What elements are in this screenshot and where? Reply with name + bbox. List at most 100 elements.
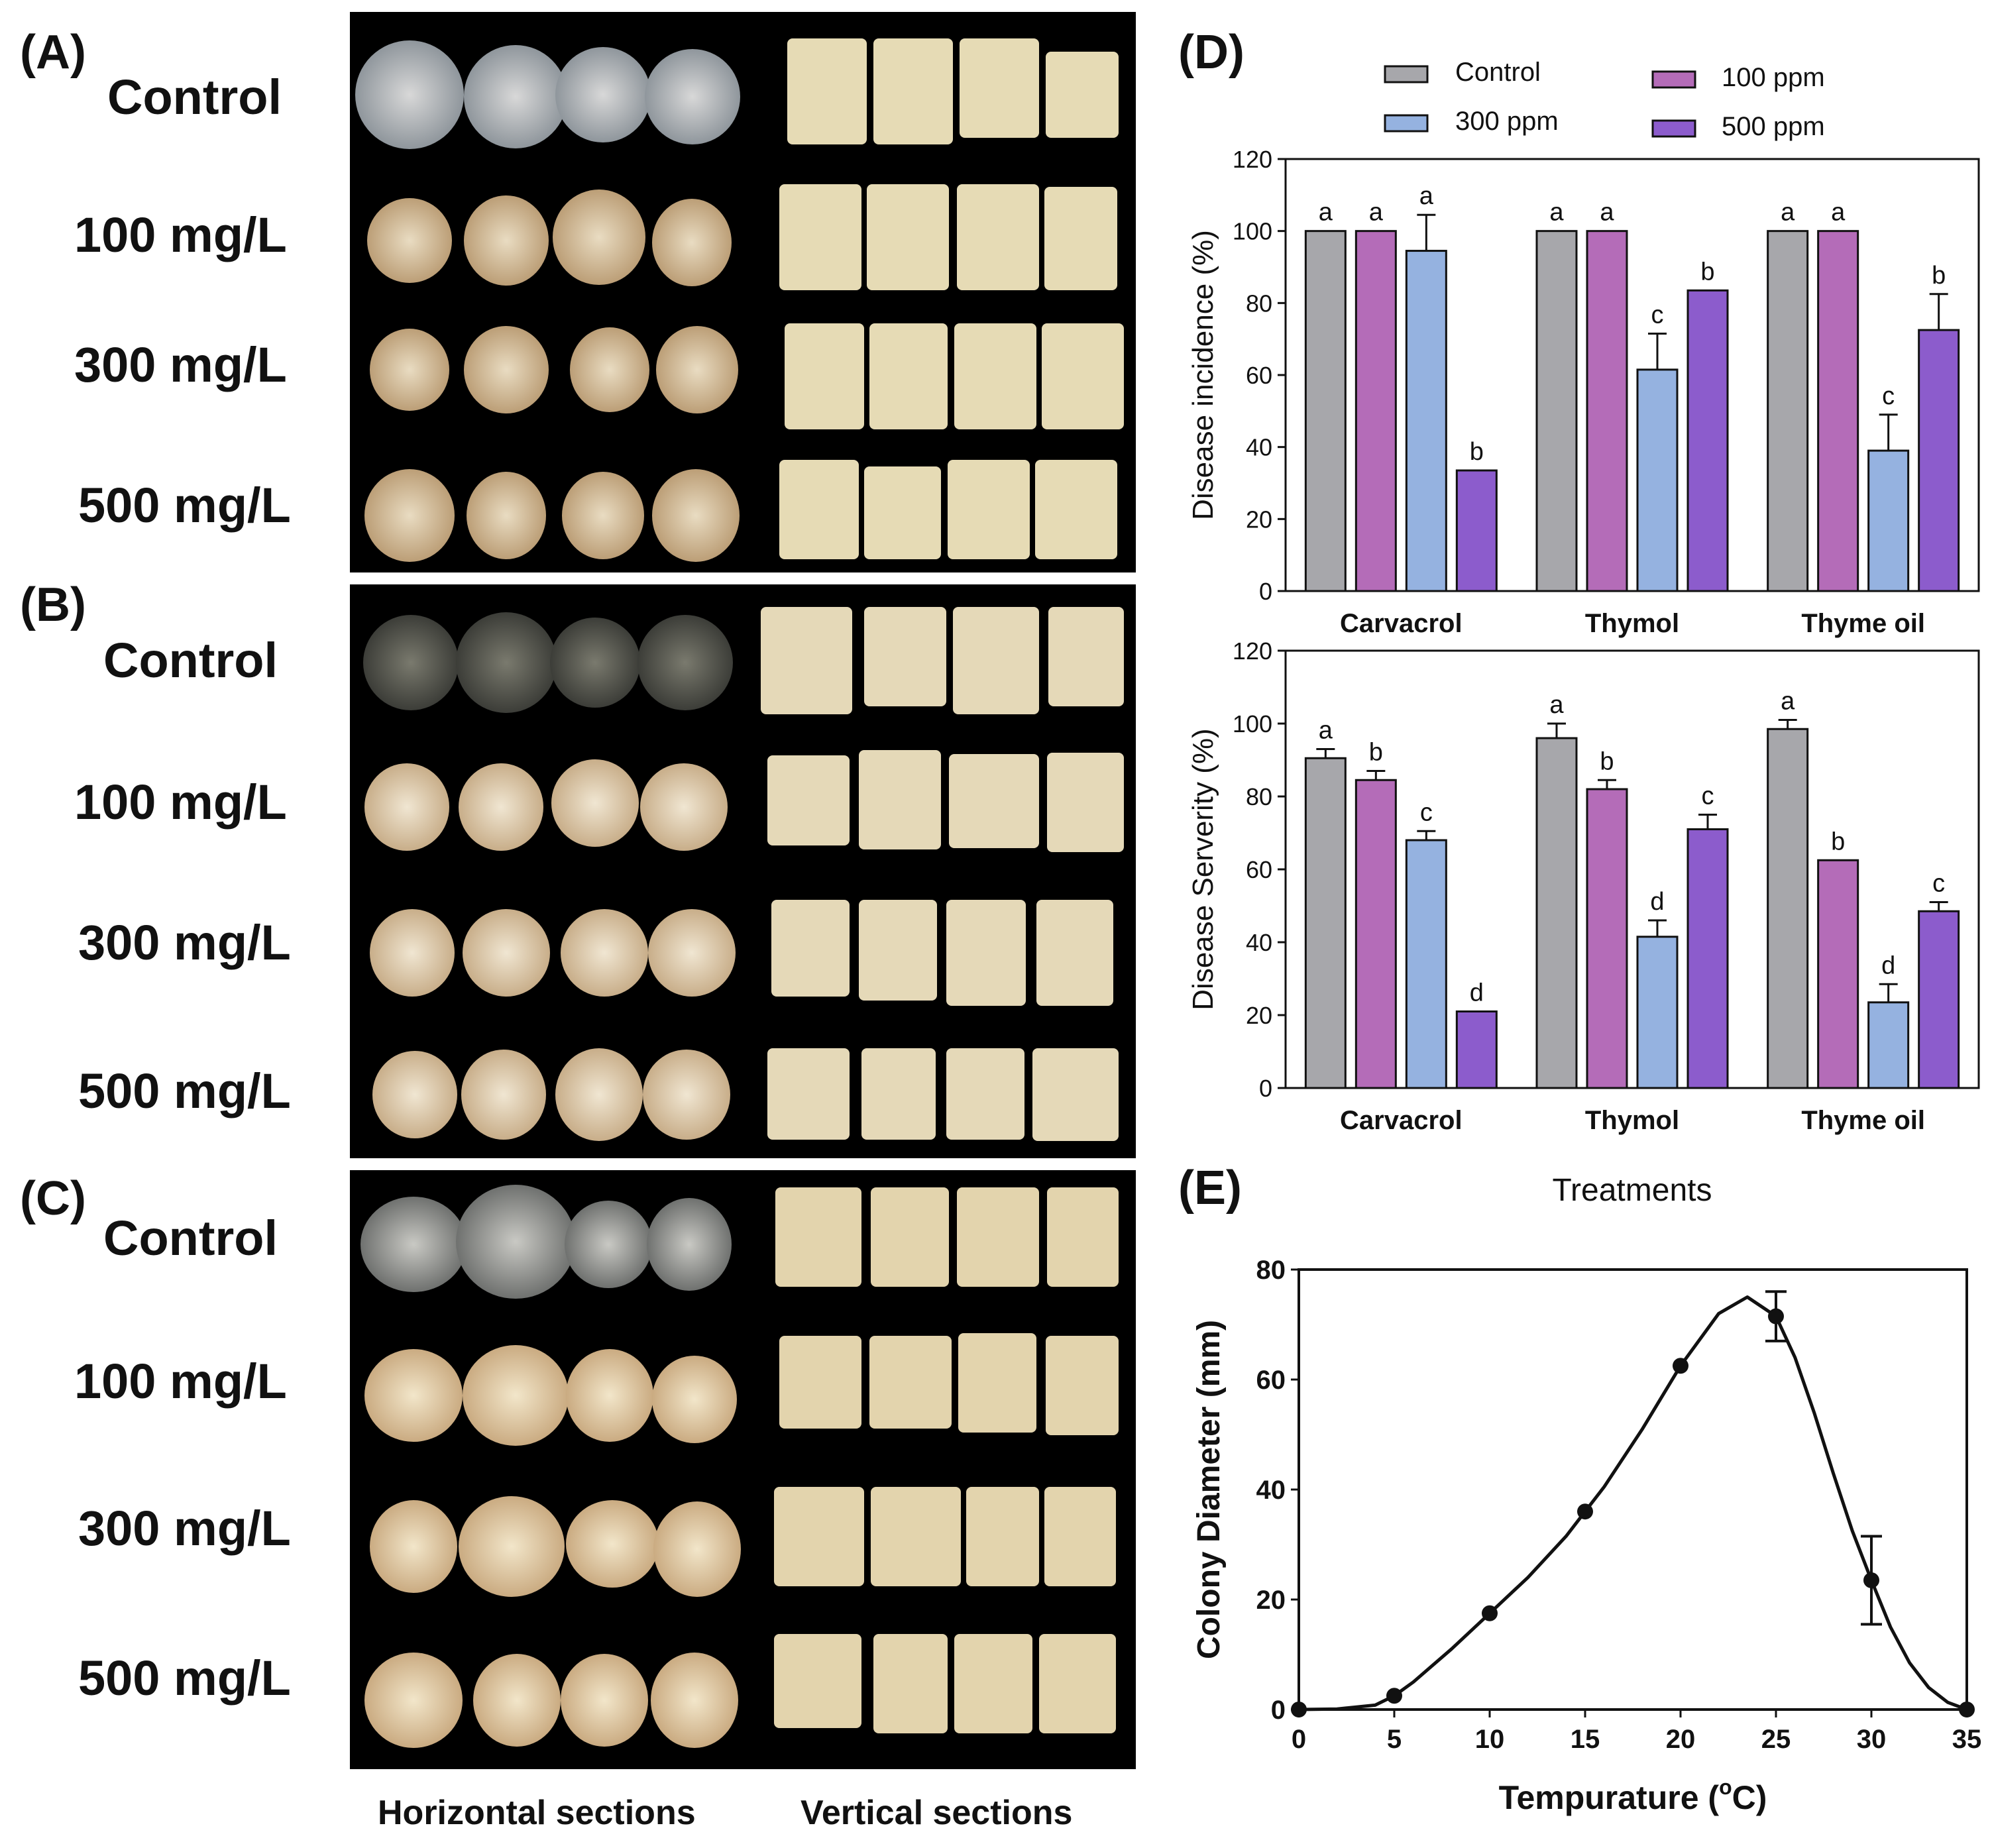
legend-swatch-100 (1651, 70, 1696, 89)
significance-letter: b (1600, 747, 1614, 775)
panel-label-d: (D) (1178, 26, 1244, 79)
bar (1636, 368, 1679, 592)
x-axis-label-unit: C) (1732, 1779, 1767, 1816)
plot-area: 0 20 40 60 80 0 5 10 15 20 25 30 35 Colony Diameter (… (1191, 1256, 1981, 1816)
bar (1455, 469, 1498, 592)
row-label-a-100: 100 mg/L (74, 207, 287, 262)
x-tick-label: 25 (1761, 1725, 1791, 1754)
panel-label-b: (B) (20, 578, 86, 631)
x-tick-label: 30 (1857, 1725, 1887, 1754)
significance-letter: a (1319, 717, 1333, 745)
y-tick-label: 60 (1246, 362, 1272, 389)
y-tick-label: 100 (1233, 710, 1272, 737)
data-point (1482, 1605, 1498, 1621)
panel-label-e: (E) (1178, 1162, 1242, 1215)
data-point (1291, 1702, 1307, 1717)
photo-c-graphic (360, 1185, 1119, 1748)
legend: Control 300 ppm 100 ppm 500 ppm (1384, 58, 1825, 141)
bar (1636, 936, 1679, 1089)
x-axis-label: Treatments (1553, 1173, 1712, 1208)
plot-frame (1298, 1268, 1968, 1711)
a-mold-row (355, 40, 740, 149)
x-tick-label: 15 (1571, 1725, 1600, 1754)
row-label-c-100: 100 mg/L (74, 1354, 287, 1409)
row-label-a-control: Control (107, 70, 282, 125)
bar (1817, 859, 1859, 1089)
y-axis-label: Disease Serverity (%) (1187, 728, 1219, 1010)
chart-colony-diameter: 0 20 40 60 80 0 5 10 15 20 25 30 35 Colony Diameter (… (1191, 1256, 1981, 1816)
y-tick-label: 0 (1271, 1696, 1286, 1725)
y-tick-label: 80 (1256, 1256, 1286, 1285)
legend-swatch-300 (1384, 114, 1429, 133)
degree-sup: o (1719, 1775, 1732, 1799)
significance-letter: a (1419, 182, 1434, 210)
row-label-b-500: 500 mg/L (78, 1063, 291, 1118)
photo-b-graphic (363, 607, 1124, 1141)
row-label-b-100: 100 mg/L (74, 775, 287, 830)
significance-letter: b (1932, 262, 1946, 290)
significance-letter: a (1549, 199, 1564, 227)
y-tick-label: 20 (1256, 1586, 1286, 1615)
category-label: Thymol (1585, 609, 1679, 638)
significance-letter: c (1420, 798, 1433, 826)
significance-letter: c (1651, 301, 1664, 329)
category-label: Carvacrol (1340, 609, 1463, 638)
legend-label-control: Control (1455, 58, 1541, 87)
bar (1304, 757, 1347, 1089)
x-axis-label: Tempurature (oC) (1499, 1775, 1767, 1816)
significance-letter: c (1932, 870, 1945, 898)
y-axis-label: Colony Diameter (mm) (1191, 1320, 1227, 1659)
legend-label-500: 500 ppm (1722, 112, 1825, 141)
data-point (1863, 1572, 1879, 1588)
x-tick-label: 35 (1952, 1725, 1982, 1754)
significance-letter: d (1881, 951, 1895, 979)
y-tick-label: 60 (1256, 1366, 1286, 1395)
y-tick-label: 0 (1259, 578, 1272, 605)
y-tick-label: 80 (1246, 783, 1272, 810)
data-point (1673, 1358, 1688, 1374)
bar (1867, 449, 1910, 592)
y-tick-label: 40 (1256, 1476, 1286, 1505)
row-label-c-500: 500 mg/L (78, 1651, 291, 1706)
row-label-c-control: Control (103, 1211, 278, 1266)
plot-area: 0 20 40 60 80 100 120 Disease incidence (%) a a a b… (1187, 146, 1980, 638)
category-label: Carvacrol (1340, 1106, 1463, 1135)
vertical-sections-label: Vertical sections (801, 1794, 1073, 1832)
significance-letter: b (1700, 258, 1714, 286)
significance-letter: a (1369, 199, 1384, 227)
y-tick-label: 80 (1246, 290, 1272, 317)
bar (1767, 230, 1809, 592)
y-tick-label: 20 (1246, 506, 1272, 533)
y-axis-label: Disease incidence (%) (1187, 230, 1219, 520)
bar (1535, 737, 1578, 1089)
bar (1867, 1001, 1910, 1089)
x-tick-label: 20 (1666, 1725, 1696, 1754)
plot-area: 0 20 40 60 80 100 120 Disease Serverity (%) a b c d… (1187, 637, 1980, 1208)
bar (1455, 1010, 1498, 1089)
photo-panel-c (350, 1170, 1136, 1769)
category-label: Thyme oil (1801, 1106, 1925, 1135)
y-tick-label: 40 (1246, 434, 1272, 461)
x-tick-label: 10 (1475, 1725, 1505, 1754)
significance-letter: d (1650, 888, 1664, 916)
significance-letter: b (1470, 438, 1484, 466)
photo-a-graphic (355, 38, 1124, 562)
bar (1354, 779, 1397, 1089)
bar (1535, 230, 1578, 592)
chart-disease-severity: 0 20 40 60 80 100 120 Disease Serverity (%) a b c d… (1187, 637, 1980, 1208)
significance-letter: a (1831, 199, 1846, 227)
row-label-b-300: 300 mg/L (78, 915, 291, 970)
bar (1686, 289, 1729, 592)
bar (1405, 839, 1447, 1089)
bar (1817, 230, 1859, 592)
significance-letter: b (1831, 828, 1845, 855)
y-tick-label: 60 (1246, 856, 1272, 883)
significance-letter: b (1369, 739, 1383, 767)
fit-curve (1298, 1295, 1967, 1712)
significance-letter: a (1549, 691, 1564, 719)
panel-label-a: (A) (20, 26, 86, 79)
bar (1918, 329, 1960, 592)
significance-letter: a (1319, 199, 1333, 227)
bar (1767, 728, 1809, 1089)
bar (1686, 828, 1729, 1089)
